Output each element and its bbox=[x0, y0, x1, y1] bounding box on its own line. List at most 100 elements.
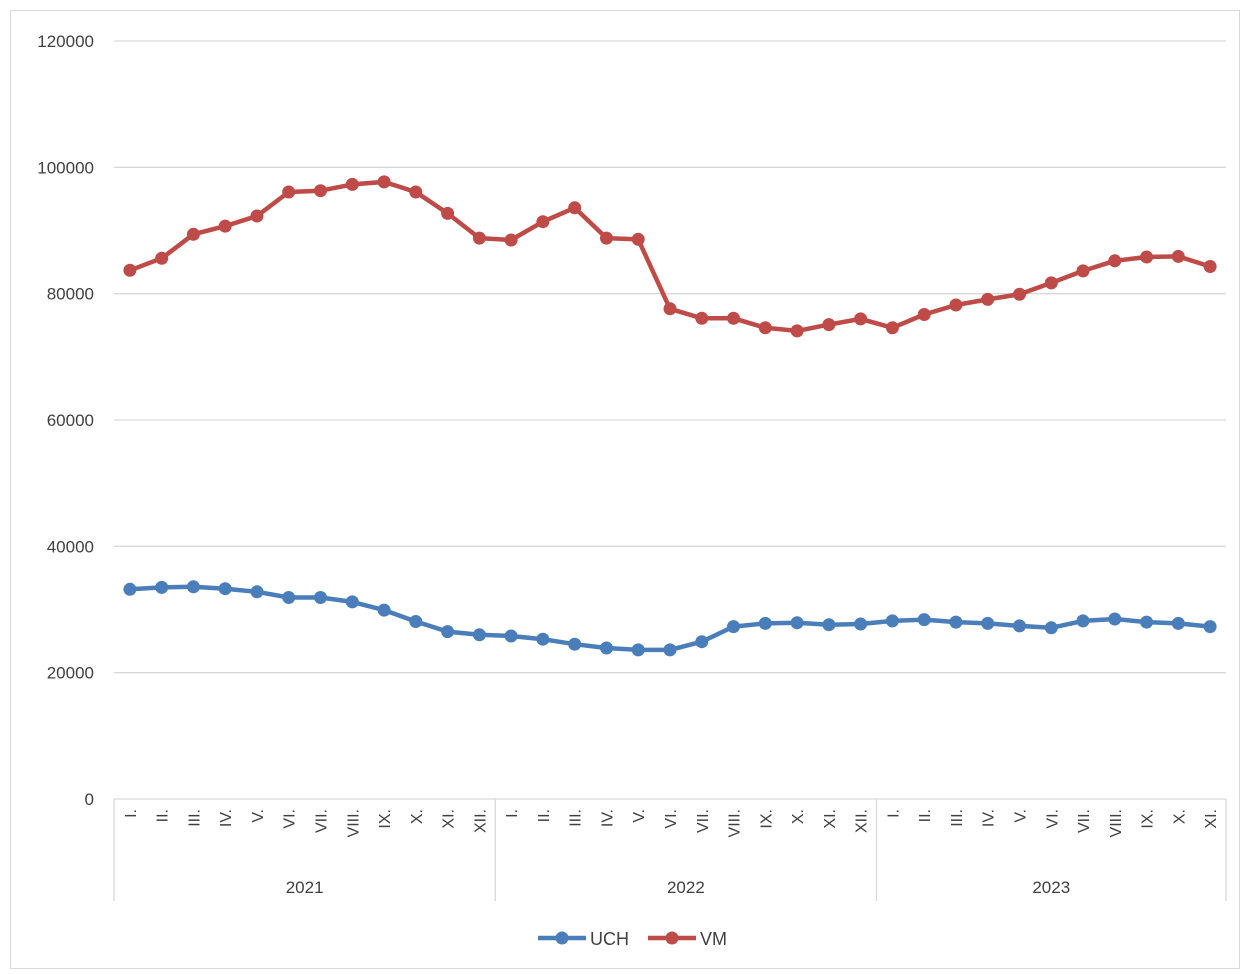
data-point bbox=[854, 312, 868, 326]
year-label: 2021 bbox=[286, 878, 324, 897]
x-tick-label: VIII. bbox=[727, 809, 744, 837]
data-point bbox=[472, 231, 486, 245]
x-tick-label: IX. bbox=[758, 809, 775, 829]
gridlines bbox=[114, 40, 1226, 674]
x-tick-label: VIII. bbox=[345, 809, 362, 837]
data-point bbox=[218, 582, 232, 596]
x-tick-label: VI. bbox=[1044, 809, 1061, 829]
data-point bbox=[1076, 614, 1090, 628]
data-point bbox=[441, 625, 455, 639]
x-tick-label: III. bbox=[186, 809, 203, 827]
legend-swatch-marker bbox=[665, 931, 679, 945]
x-tick-label: I. bbox=[504, 809, 521, 818]
x-tick-label: V. bbox=[631, 809, 648, 823]
data-point bbox=[568, 637, 582, 651]
data-point bbox=[727, 620, 740, 634]
data-point bbox=[917, 613, 931, 627]
data-point bbox=[123, 582, 137, 596]
data-point bbox=[345, 177, 359, 191]
x-tick-label: VII. bbox=[695, 809, 712, 833]
data-point bbox=[441, 206, 455, 220]
data-point bbox=[695, 635, 709, 649]
x-tick-label: VIII. bbox=[1108, 809, 1125, 837]
data-point bbox=[314, 591, 327, 604]
data-point bbox=[758, 616, 772, 630]
x-tick-label: XI. bbox=[1203, 809, 1220, 829]
data-point bbox=[1140, 615, 1154, 629]
data-point bbox=[155, 251, 169, 265]
y-tick-label: 40000 bbox=[47, 537, 94, 556]
x-tick-label: I. bbox=[885, 809, 902, 818]
data-point bbox=[282, 185, 296, 199]
x-axis: I. II. III. IV. V. VI. VII. VIII. IX. X. XI. XII. I.… bbox=[113, 798, 1227, 901]
legend[interactable]: UCH VM bbox=[538, 929, 727, 949]
data-point bbox=[409, 185, 423, 199]
data-point bbox=[282, 591, 296, 604]
x-tick-label: VI. bbox=[663, 809, 680, 829]
data-point bbox=[314, 184, 327, 198]
data-point bbox=[631, 232, 645, 246]
x-tick-label: VI. bbox=[282, 809, 299, 829]
data-point bbox=[1013, 619, 1026, 633]
data-point bbox=[854, 617, 868, 631]
data-point bbox=[790, 324, 804, 338]
data-point bbox=[1076, 264, 1090, 278]
y-tick-label: 20000 bbox=[47, 664, 94, 683]
x-tick-label: X. bbox=[790, 809, 807, 824]
data-point bbox=[822, 318, 836, 332]
data-point bbox=[568, 201, 582, 215]
data-point bbox=[1044, 276, 1058, 290]
data-point bbox=[1203, 620, 1217, 634]
legend-item-vm: VM bbox=[648, 929, 727, 949]
data-point bbox=[1171, 249, 1185, 263]
year-label: 2023 bbox=[1032, 878, 1070, 897]
legend-item-uch: UCH bbox=[538, 929, 629, 949]
legend-label: UCH bbox=[590, 929, 629, 949]
data-point bbox=[1013, 287, 1026, 301]
legend-swatch-marker bbox=[555, 931, 569, 945]
series-vm bbox=[123, 175, 1217, 338]
legend-label: VM bbox=[700, 929, 727, 949]
data-point bbox=[949, 298, 963, 312]
x-tick-label: III. bbox=[568, 809, 585, 827]
data-point bbox=[250, 585, 264, 599]
x-tick-label: II. bbox=[917, 809, 934, 822]
y-axis: 0 20000 40000 60000 80000 100000 120000 bbox=[37, 32, 94, 809]
data-point bbox=[218, 219, 232, 233]
y-tick-label: 100000 bbox=[37, 158, 94, 177]
data-point bbox=[663, 643, 677, 657]
x-tick-label: VII. bbox=[314, 809, 331, 833]
data-point bbox=[663, 302, 677, 316]
data-point bbox=[917, 308, 931, 321]
data-point bbox=[822, 618, 836, 632]
data-point bbox=[885, 614, 899, 628]
data-point bbox=[727, 311, 740, 325]
data-point bbox=[695, 311, 709, 325]
data-point bbox=[536, 215, 550, 229]
x-tick-label: XII. bbox=[854, 809, 871, 833]
data-point bbox=[250, 209, 264, 223]
data-point bbox=[1203, 260, 1217, 273]
data-point bbox=[981, 292, 995, 306]
chart-border bbox=[10, 10, 1240, 969]
data-point bbox=[345, 595, 359, 609]
year-label: 2022 bbox=[667, 878, 705, 897]
data-point bbox=[472, 628, 486, 642]
x-tick-label: IV. bbox=[981, 809, 998, 827]
data-point bbox=[1044, 621, 1058, 635]
data-point bbox=[123, 263, 137, 277]
x-tick-label: II. bbox=[536, 809, 553, 822]
x-tick-label: III. bbox=[949, 809, 966, 827]
x-tick-label: XI. bbox=[441, 809, 458, 829]
data-point bbox=[981, 616, 995, 630]
data-point bbox=[790, 616, 804, 630]
data-point bbox=[949, 615, 963, 629]
x-tick-label: VII. bbox=[1076, 809, 1093, 833]
x-tick-label: IV. bbox=[599, 809, 616, 827]
x-tick-label: X. bbox=[409, 809, 426, 824]
data-point bbox=[600, 641, 613, 655]
x-tick-label: V. bbox=[250, 809, 267, 823]
x-tick-label: IX. bbox=[377, 809, 394, 829]
